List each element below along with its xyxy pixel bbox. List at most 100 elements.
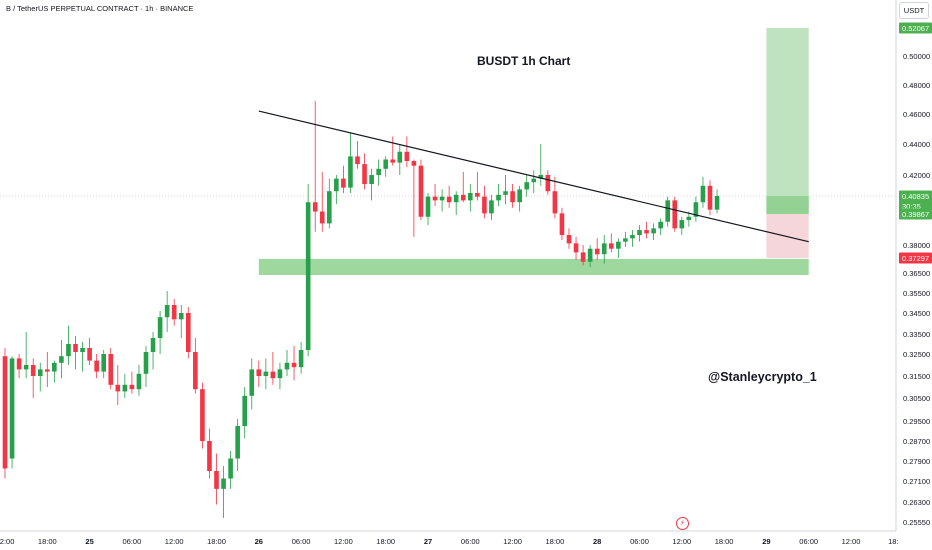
candle	[355, 141, 360, 169]
candle-body	[587, 248, 593, 262]
candle-body	[327, 191, 332, 224]
candle-body	[249, 369, 255, 396]
candle	[334, 175, 339, 205]
price-tick-label: 0.28700	[903, 437, 930, 446]
candle	[277, 362, 283, 390]
price-tick-label: 0.30500	[903, 394, 930, 403]
price-badge: 0.39867	[899, 208, 932, 220]
time-tick-label: 18:00	[546, 537, 565, 546]
chart-title: BUSDT 1h Chart	[477, 54, 571, 68]
candle-body	[517, 189, 522, 203]
candle-body	[439, 196, 445, 201]
price-badge-label: 0.40835	[902, 192, 929, 201]
candle	[66, 325, 71, 365]
author-watermark: @Stanleycrypto_1	[708, 370, 817, 384]
candle-body	[207, 441, 212, 471]
candle-body	[52, 362, 57, 372]
candle	[122, 373, 128, 398]
candle	[665, 196, 670, 227]
price-tick-label: 0.50000	[903, 52, 930, 61]
candle-body	[623, 238, 628, 242]
candle-body	[453, 194, 459, 203]
candle-body	[178, 313, 184, 320]
price-tick-label: 0.35500	[903, 289, 930, 298]
candle	[87, 338, 92, 365]
time-tick-label: 25	[85, 537, 93, 546]
price-tick-label: 0.38000	[903, 241, 930, 250]
candle-body	[609, 243, 614, 249]
candle-body	[700, 185, 706, 203]
candle-body	[235, 426, 240, 459]
candle-body	[468, 193, 473, 201]
candle	[468, 184, 473, 212]
candle	[362, 153, 367, 190]
price-tick-label: 0.27100	[903, 477, 930, 486]
currency-button[interactable]: USDT	[899, 2, 929, 19]
candle-body	[256, 369, 262, 376]
price-badge-bg	[899, 22, 932, 34]
candle	[2, 348, 8, 479]
candle	[52, 360, 57, 383]
candle-body	[390, 159, 396, 163]
candle-body	[510, 191, 515, 203]
time-tick-label: 29	[762, 537, 770, 546]
candle	[482, 185, 487, 219]
candle-body	[305, 202, 311, 350]
candle-body	[143, 352, 149, 374]
candle	[552, 176, 558, 219]
candle	[609, 233, 614, 253]
price-badge-label: 30:35	[902, 202, 921, 211]
candle-body	[150, 338, 156, 352]
candle	[425, 193, 431, 226]
candle-body	[334, 178, 339, 192]
candle-body	[552, 191, 558, 214]
time-tick-label: 06:00	[461, 537, 480, 546]
candle-body	[129, 384, 135, 390]
price-badge: 0.52067	[899, 22, 932, 34]
candle	[707, 180, 713, 216]
candle	[573, 236, 579, 260]
candle-body	[87, 348, 92, 361]
candle-body	[559, 213, 565, 236]
candle	[45, 352, 50, 387]
candle-body	[545, 175, 551, 192]
candle	[193, 338, 198, 394]
candle	[383, 156, 388, 177]
candle	[171, 299, 177, 326]
candle	[23, 331, 29, 379]
candle-body	[186, 313, 191, 352]
candle	[129, 371, 135, 394]
lightning-icon[interactable]: ⚡	[676, 517, 689, 530]
candle	[439, 189, 445, 212]
candle-body	[30, 365, 36, 376]
candle	[178, 305, 184, 338]
candle-body	[580, 252, 586, 262]
candle	[249, 358, 255, 410]
candle-body	[348, 156, 353, 188]
time-tick-label: 12:00	[165, 537, 184, 546]
candle	[714, 189, 720, 214]
candle-body	[489, 200, 494, 214]
candle	[101, 350, 106, 379]
candle-body	[355, 156, 360, 165]
candle	[686, 211, 692, 227]
candle	[390, 136, 396, 166]
time-tick-label: 06:00	[799, 537, 818, 546]
candle-body	[707, 185, 713, 210]
time-tick-label: 18:00	[715, 537, 734, 546]
price-tick-label: 0.33500	[903, 330, 930, 339]
candle	[637, 225, 642, 242]
candle-body	[482, 196, 487, 214]
candle-body	[693, 202, 699, 217]
time-tick-label: 06:00	[292, 537, 311, 546]
candle	[221, 466, 226, 518]
candle	[693, 196, 699, 222]
candle	[348, 133, 353, 194]
candle-body	[616, 241, 621, 249]
candle-body	[66, 344, 71, 357]
candle-body	[665, 200, 670, 222]
descending-trendline[interactable]	[258, 110, 809, 243]
time-tick-label: 12:00	[334, 537, 353, 546]
candle-body	[291, 362, 297, 368]
